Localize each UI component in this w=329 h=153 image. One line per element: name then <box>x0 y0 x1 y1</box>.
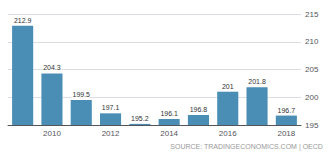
svg-text:195.2: 195.2 <box>131 115 149 122</box>
svg-text:205: 205 <box>305 65 319 74</box>
svg-text:2018: 2018 <box>277 129 295 138</box>
svg-text:201.8: 201.8 <box>248 78 266 85</box>
svg-text:196.7: 196.7 <box>278 107 296 114</box>
svg-text:196.8: 196.8 <box>190 106 208 113</box>
svg-text:210: 210 <box>305 37 319 46</box>
svg-text:195: 195 <box>305 121 319 130</box>
svg-text:204.3: 204.3 <box>43 64 61 71</box>
svg-text:2014: 2014 <box>160 129 178 138</box>
svg-text:196.1: 196.1 <box>160 110 178 117</box>
svg-text:197.1: 197.1 <box>102 104 120 111</box>
svg-text:200: 200 <box>305 93 319 102</box>
svg-text:215: 215 <box>305 10 319 19</box>
svg-text:2016: 2016 <box>219 129 237 138</box>
svg-text:199.5: 199.5 <box>72 91 90 98</box>
svg-text:201: 201 <box>222 83 234 90</box>
svg-text:2012: 2012 <box>102 129 120 138</box>
svg-text:2010: 2010 <box>43 129 61 138</box>
svg-text:SOURCE: TRADINGECONOMICS.COM |: SOURCE: TRADINGECONOMICS.COM | OECD <box>170 143 323 151</box>
svg-text:212.9: 212.9 <box>14 17 32 24</box>
